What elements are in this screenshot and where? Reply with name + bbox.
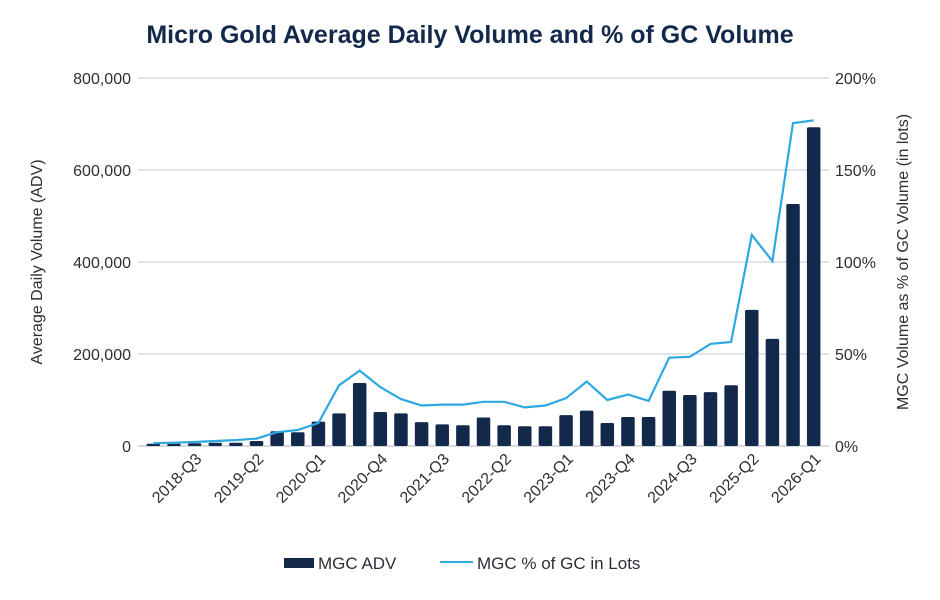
legend-label-line: MGC % of GC in Lots bbox=[477, 554, 640, 573]
y-tick-label: 0 bbox=[122, 439, 131, 456]
bar-2026-Q1 bbox=[806, 127, 821, 446]
bar-2023-Q1 bbox=[559, 415, 573, 446]
x-tick-label: 2021-Q3 bbox=[397, 451, 453, 507]
bar-2024-Q4 bbox=[703, 392, 718, 446]
legend-swatch-bar bbox=[284, 558, 314, 568]
x-tick-label: 2022-Q2 bbox=[459, 451, 515, 507]
chart-title: Micro Gold Average Daily Volume and % of… bbox=[146, 21, 793, 49]
bar-2022-Q1 bbox=[476, 417, 491, 446]
bar-2018-Q4 bbox=[208, 442, 222, 446]
x-tick-label: 2026-Q1 bbox=[768, 451, 824, 507]
bar-2024-Q1 bbox=[641, 417, 656, 446]
y2-tick-label: 50% bbox=[835, 347, 867, 364]
bar-2022-Q2 bbox=[497, 425, 511, 446]
bar-2018-Q3 bbox=[187, 443, 202, 446]
x-tick-label: 2018-Q3 bbox=[149, 451, 205, 507]
bar-2020-Q1 bbox=[311, 421, 326, 446]
bar-2024-Q3 bbox=[683, 394, 697, 446]
y-tick-label: 400,000 bbox=[73, 255, 131, 272]
bar-2025-Q3 bbox=[765, 338, 780, 446]
y2-tick-label: 150% bbox=[835, 163, 876, 180]
bar-2023-Q2 bbox=[579, 410, 594, 446]
y2-tick-label: 100% bbox=[835, 255, 876, 272]
bar-2019-Q3 bbox=[270, 431, 284, 446]
y-axis-left: 0 200,000 400,000 600,000 800,000 bbox=[73, 71, 131, 456]
bar-2019-Q4 bbox=[291, 432, 305, 446]
x-tick-label: 2020-Q1 bbox=[273, 451, 329, 507]
legend: MGC ADV MGC % of GC in Lots bbox=[284, 554, 640, 573]
bar-2022-Q3 bbox=[518, 426, 532, 446]
x-tick-label: 2023-Q1 bbox=[521, 451, 577, 507]
legend-label-bar: MGC ADV bbox=[318, 554, 397, 573]
bar-2020-Q2 bbox=[332, 413, 346, 446]
x-tick-label: 2023-Q4 bbox=[583, 451, 639, 507]
bar-2025-Q4 bbox=[786, 204, 800, 446]
x-tick-label: 2025-Q2 bbox=[707, 451, 763, 507]
y2-tick-label: 200% bbox=[835, 71, 876, 88]
x-tick-label: 2019-Q2 bbox=[211, 451, 267, 507]
y2-axis-title: MGC Volume as % of GC Volume (in lots) bbox=[895, 114, 912, 410]
y-tick-label: 800,000 bbox=[73, 71, 131, 88]
line-series bbox=[153, 119, 814, 445]
x-tick-label: 2024-Q3 bbox=[645, 451, 701, 507]
bar-2020-Q3 bbox=[352, 382, 367, 446]
bar-2021-Q2 bbox=[414, 422, 429, 446]
bar-2023-Q4 bbox=[621, 417, 635, 446]
y2-tick-label: 0% bbox=[835, 439, 858, 456]
bar-2023-Q3 bbox=[600, 423, 615, 446]
y-axis-title: Average Daily Volume (ADV) bbox=[29, 159, 46, 364]
bar-2020-Q4 bbox=[373, 411, 388, 446]
x-tick-label: 2020-Q4 bbox=[335, 451, 391, 507]
y-tick-label: 600,000 bbox=[73, 163, 131, 180]
bar-series bbox=[146, 127, 821, 446]
y-tick-label: 200,000 bbox=[73, 347, 131, 364]
bar-2021-Q3 bbox=[435, 424, 449, 446]
y-axis-right: 0% 50% 100% 150% 200% bbox=[835, 71, 876, 456]
bar-2022-Q4 bbox=[538, 426, 553, 446]
bar-2021-Q4 bbox=[456, 425, 470, 446]
bar-2018-Q1 bbox=[146, 443, 161, 446]
bar-2025-Q1 bbox=[724, 385, 738, 446]
bar-2021-Q1 bbox=[394, 413, 408, 446]
x-axis: 2018-Q3 2019-Q2 2020-Q1 2020-Q4 2021-Q3 2022-… bbox=[149, 451, 824, 507]
bar-2018-Q2 bbox=[167, 443, 181, 446]
bar-2019-Q2 bbox=[249, 440, 264, 446]
line-mgc-pct-of-gc bbox=[153, 119, 814, 445]
bar-2025-Q2 bbox=[745, 309, 759, 446]
bar-2019-Q1 bbox=[229, 442, 243, 446]
bar-2024-Q2 bbox=[662, 390, 676, 446]
